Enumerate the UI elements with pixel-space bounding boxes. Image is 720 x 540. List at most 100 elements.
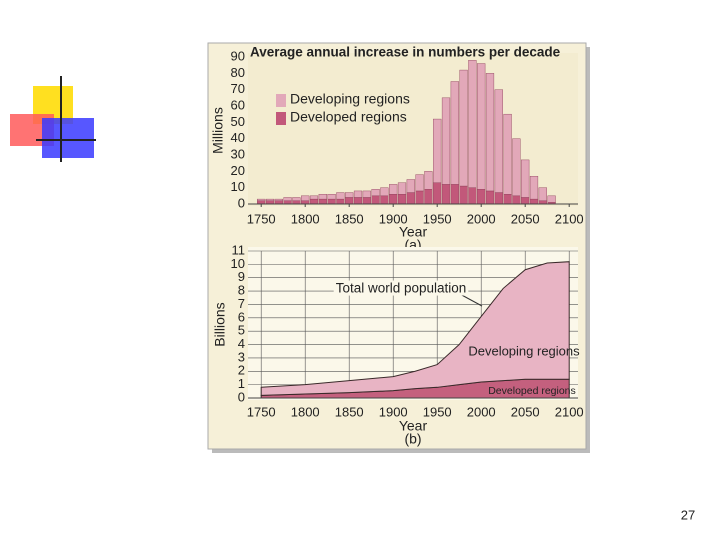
bar: [318, 198, 327, 205]
x-tick-label: 1750: [247, 211, 276, 226]
area-label: Developing regions: [468, 343, 580, 358]
bar: [485, 73, 495, 192]
bar: [389, 184, 398, 195]
bar: [441, 184, 451, 205]
bar: [424, 189, 433, 205]
bar: [397, 193, 407, 205]
bar: [336, 198, 345, 205]
bar: [371, 189, 380, 197]
y-tick-label: 70: [231, 81, 245, 96]
bar: [257, 198, 266, 201]
area: [260, 261, 570, 396]
y-tick-label: 9: [238, 269, 245, 284]
x-tick-label: 2000: [467, 404, 496, 419]
x-tick-label: 1800: [291, 404, 320, 419]
y-tick-label: 20: [231, 163, 245, 178]
panel-label: (b): [404, 431, 421, 447]
bar: [301, 195, 310, 201]
y-tick-label: 30: [231, 146, 245, 161]
legend-swatch: [276, 112, 286, 125]
y-tick-label: 10: [231, 256, 245, 271]
x-tick-label: 1900: [379, 211, 408, 226]
deco-blue: [42, 118, 94, 158]
bar: [521, 159, 530, 198]
x-tick-label: 1950: [423, 211, 452, 226]
x-tick-label: 1900: [379, 404, 408, 419]
bar: [406, 192, 415, 205]
bar: [494, 192, 503, 205]
y-axis-label: Billions: [212, 302, 228, 346]
bar: [485, 190, 495, 205]
annotation-bg: [333, 280, 469, 296]
bar: [318, 193, 327, 200]
bar: [433, 182, 442, 205]
x-tick-label: 2100: [555, 404, 584, 419]
bar: [529, 176, 539, 200]
y-tick-label: 7: [238, 296, 245, 311]
bar: [274, 198, 283, 201]
x-axis-label: Year: [399, 224, 428, 240]
y-tick-label: 1: [238, 376, 245, 391]
x-tick-label: 2050: [511, 404, 540, 419]
y-tick-label: 3: [238, 349, 245, 364]
x-tick-label: 2100: [555, 211, 584, 226]
bar: [529, 198, 539, 205]
y-tick-label: 50: [231, 114, 245, 129]
slide-decoration: [10, 76, 96, 162]
slide-number: 27: [681, 507, 695, 522]
chart-title: Average annual increase in numbers per d…: [250, 45, 561, 60]
bar: [503, 113, 512, 195]
bar: [380, 187, 389, 197]
bar: [450, 81, 459, 185]
bar: [415, 174, 424, 192]
bar: [503, 193, 512, 205]
x-axis-label: Year: [399, 418, 428, 434]
bar: [353, 197, 363, 205]
bar: [415, 190, 424, 205]
x-tick-label: 1850: [335, 404, 364, 419]
bar: [362, 190, 371, 198]
bar: [459, 185, 468, 205]
annotation: Total world population: [336, 281, 467, 296]
bar: [309, 198, 319, 205]
bar: [477, 189, 486, 205]
y-tick-label: 4: [238, 336, 245, 351]
bar: [468, 60, 477, 188]
charts: Average annual increase in numbers per d…: [210, 45, 584, 447]
area-label: Developed regions: [488, 385, 576, 397]
bar: [494, 89, 503, 193]
y-tick-label: 5: [238, 323, 245, 338]
bar: [406, 179, 415, 193]
bar: [389, 193, 398, 205]
y-tick-label: 10: [231, 179, 245, 194]
bar: [345, 192, 354, 198]
bar: [433, 118, 442, 183]
y-tick-label: 80: [231, 65, 245, 80]
y-axis-label: Millions: [210, 107, 226, 154]
bar: [380, 195, 389, 205]
bar: [538, 187, 547, 201]
bar: [371, 195, 380, 205]
x-tick-label: 2050: [511, 211, 540, 226]
bar: [477, 63, 486, 190]
bar: [283, 197, 292, 201]
bar: [441, 97, 451, 185]
bar: [353, 190, 363, 198]
y-tick-label: 8: [238, 283, 245, 298]
bar: [512, 138, 521, 197]
legend-swatch: [276, 94, 286, 107]
bar: [345, 197, 354, 205]
y-tick-label: 90: [231, 48, 245, 63]
x-tick-label: 1800: [291, 211, 320, 226]
bar: [547, 195, 556, 203]
bar: [450, 184, 459, 205]
bar: [397, 182, 407, 195]
bar: [512, 195, 521, 205]
y-tick-label: 0: [238, 195, 245, 210]
x-tick-label: 1950: [423, 404, 452, 419]
bar: [327, 193, 336, 200]
x-tick-label: 2000: [467, 211, 496, 226]
y-tick-label: 6: [238, 309, 245, 324]
bar: [468, 187, 477, 205]
